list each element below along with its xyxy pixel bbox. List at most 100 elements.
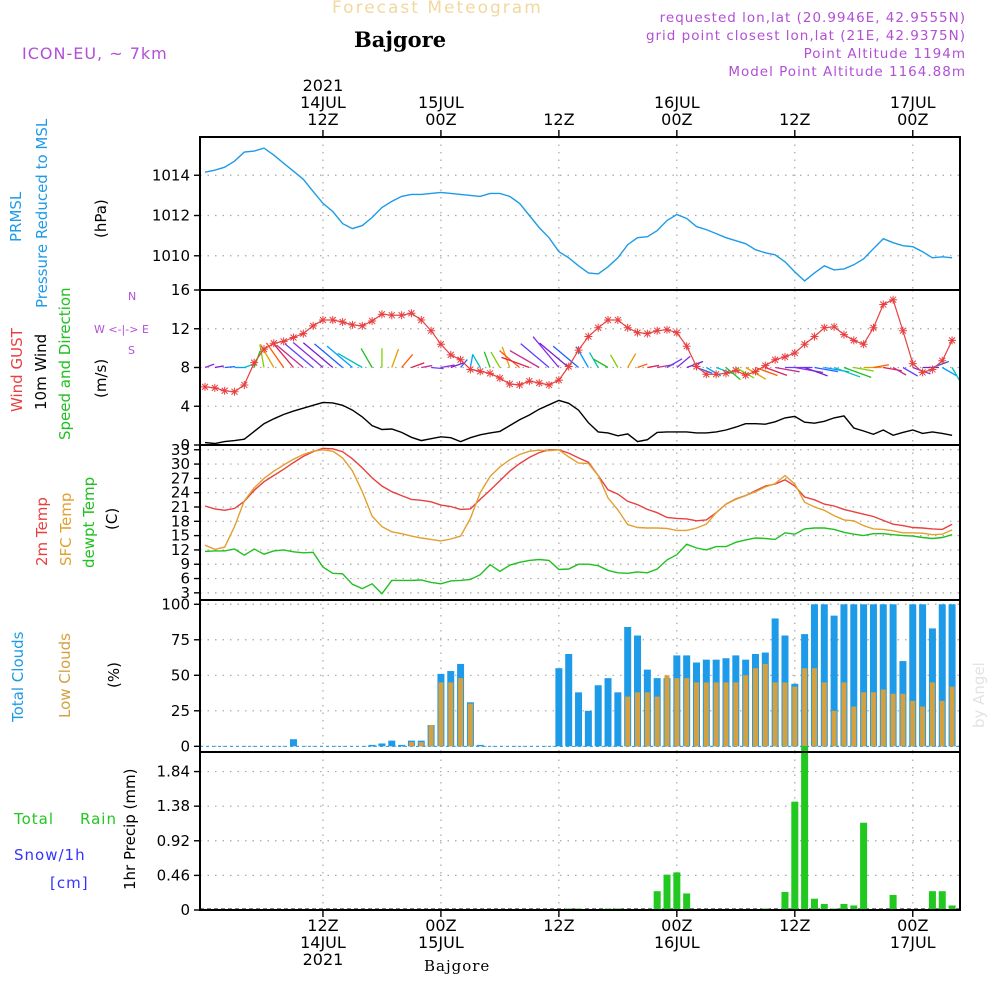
wind-direction-arrow	[666, 358, 683, 369]
panel-frame	[199, 289, 961, 446]
wind-direction-arrow	[892, 366, 907, 376]
wind-direction-arrow	[292, 342, 324, 368]
info-line-2: grid point closest lon,lat (21E, 42.9375…	[645, 28, 966, 44]
wind-direction-arrow	[469, 354, 474, 368]
precip-label-rain: Rain	[80, 810, 117, 828]
gust-marker	[810, 332, 819, 341]
total-cloud-bar	[388, 740, 396, 747]
wind-direction-arrow	[431, 366, 444, 370]
total-cloud-bar	[702, 659, 710, 747]
gust-marker	[820, 323, 829, 332]
bottom-time-label: 17JUL	[889, 933, 936, 952]
wind-direction-arrow	[873, 364, 890, 369]
y-tick-label: 30	[171, 455, 190, 473]
total-cloud-bar	[919, 604, 927, 747]
total-cloud-bar	[840, 604, 848, 747]
low-cloud-bar	[939, 700, 945, 747]
total-cloud-bar	[565, 653, 573, 747]
rain-bar	[575, 908, 583, 910]
gust-marker	[466, 365, 475, 374]
total-cloud-bar	[948, 604, 956, 747]
y-tick-label: 0	[180, 737, 190, 755]
total-cloud-bar	[457, 663, 465, 747]
clouds-label-2: Low Clouds	[56, 633, 74, 718]
y-tick-label: 0	[180, 436, 190, 454]
low-cloud-bar	[723, 682, 729, 747]
gust-marker	[780, 352, 789, 361]
low-cloud-bar	[802, 668, 808, 747]
y-tick-label: 1012	[152, 207, 190, 225]
rain-bar	[791, 801, 799, 910]
low-cloud-bar	[703, 682, 709, 747]
wind-direction-arrow	[552, 345, 579, 368]
total-cloud-bar	[909, 604, 917, 747]
low-cloud-bar	[664, 675, 670, 747]
total-cloud-bar	[575, 692, 583, 747]
wind-direction-arrow	[501, 346, 511, 368]
low-cloud-bar	[418, 742, 424, 747]
total-cloud-bar	[368, 744, 376, 747]
total-cloud-bar	[938, 604, 946, 747]
total-cloud-bar	[742, 659, 750, 747]
low-cloud-bar	[458, 678, 464, 747]
gust-marker	[751, 367, 760, 376]
gust-marker	[230, 387, 239, 396]
gust-marker	[535, 379, 544, 387]
gust-marker	[446, 350, 455, 359]
wind-direction-arrow	[686, 360, 704, 369]
wind-direction-arrow	[472, 353, 481, 368]
low-cloud-bar	[929, 682, 935, 747]
top-time-label: 15JUL	[418, 93, 464, 112]
dewpt-series-line	[204, 527, 953, 595]
gust-marker	[338, 317, 347, 326]
top-time-label: 00Z	[661, 110, 693, 129]
gust-series-line	[204, 298, 953, 393]
low-cloud-bar	[880, 689, 886, 747]
gust-marker	[859, 340, 868, 349]
gust-marker	[869, 323, 878, 332]
total-cloud-bar	[289, 739, 297, 747]
wind-direction-arrow	[259, 343, 275, 368]
bottom-time-label: 12Z	[307, 916, 339, 935]
gust-marker	[299, 329, 308, 338]
wind-direction-arrow	[696, 366, 713, 374]
gust-marker	[771, 355, 780, 364]
low-cloud-bar	[694, 682, 699, 747]
low-cloud-bar	[870, 692, 876, 747]
wind-direction-arrow	[843, 366, 872, 379]
gust-marker	[328, 316, 337, 325]
low-cloud-bar	[811, 668, 817, 747]
gust-marker	[633, 328, 642, 337]
gust-marker	[476, 367, 485, 376]
y-tick-label: 0	[180, 901, 190, 919]
faint-title: Forecast Meteogram	[332, 0, 543, 18]
rain-bar	[948, 905, 956, 910]
total-cloud-bar	[437, 673, 445, 747]
y-tick-label: 12	[171, 320, 190, 338]
total-cloud-bar	[712, 659, 720, 747]
gust-marker	[898, 326, 907, 335]
gust-marker	[731, 366, 740, 375]
wind-direction-arrow	[483, 351, 491, 368]
y-tick-label: 24	[171, 484, 190, 502]
gust-marker	[387, 311, 396, 320]
wind-direction-arrow	[302, 342, 334, 368]
info-line-4: Model Point Altitude 1164.88m	[728, 64, 966, 80]
top-time-label: 2021	[302, 76, 344, 95]
wind-direction-arrow	[951, 367, 961, 381]
low-cloud-bar	[408, 742, 414, 747]
wind-direction-arrow	[824, 366, 850, 373]
gust-marker	[515, 380, 524, 389]
total-cloud-bar	[820, 604, 828, 747]
wind-direction-arrow	[735, 366, 755, 379]
gust-marker	[240, 380, 249, 389]
low-cloud-bar	[713, 682, 719, 747]
total-cloud-bar	[810, 604, 818, 747]
clouds-label-1: Total Clouds	[9, 631, 27, 722]
wind-direction-arrow	[794, 366, 824, 374]
rain-bar	[604, 908, 612, 910]
low-cloud-bar	[900, 693, 906, 747]
pressure-label-1: PRMSL	[7, 191, 25, 242]
total-cloud-bar	[643, 669, 651, 747]
low-cloud-bar	[644, 692, 650, 747]
